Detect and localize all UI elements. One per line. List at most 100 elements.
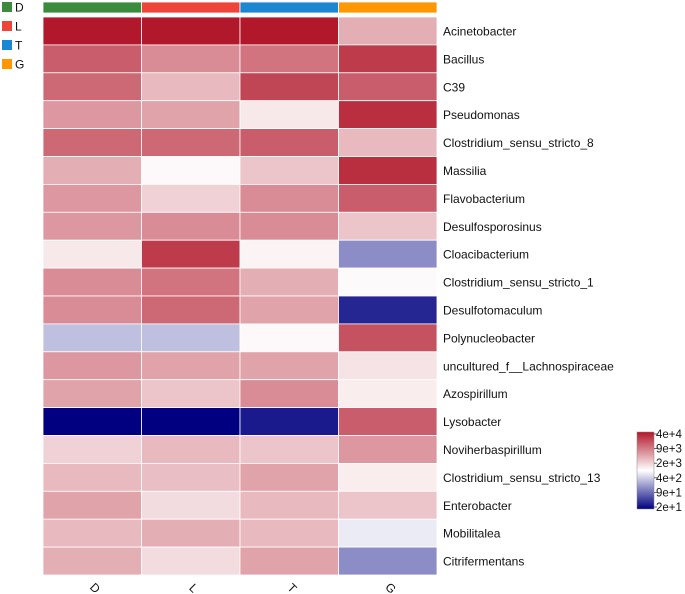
heatmap-cell xyxy=(141,546,241,576)
heatmap-cell xyxy=(338,16,438,46)
heatmap-cell xyxy=(42,100,142,129)
row-label: Clostridium_sensu_stricto_13 xyxy=(443,471,601,485)
heatmap-cell xyxy=(338,267,438,297)
heatmap-cell xyxy=(141,239,241,269)
heatmap-cell xyxy=(42,183,142,213)
heatmap-cell xyxy=(42,128,142,157)
heatmap-cell xyxy=(141,351,241,381)
heatmap-cells xyxy=(42,16,438,576)
heatmap-cell xyxy=(239,351,339,381)
row-label: Acinetobacter xyxy=(443,24,516,38)
heatmap-cell xyxy=(42,407,142,436)
heatmap-cell xyxy=(338,435,438,464)
row-label: Citrifermentans xyxy=(443,555,524,569)
color-legend-bar xyxy=(636,431,655,510)
group-legend-swatch-G xyxy=(2,59,12,69)
heatmap-cell xyxy=(42,211,142,241)
heatmap-cell xyxy=(239,183,339,213)
heatmap-cell xyxy=(141,462,241,492)
heatmap-cell xyxy=(239,295,339,325)
heatmap-cell xyxy=(141,16,241,46)
row-label: Bacillus xyxy=(443,52,484,66)
column-label: L xyxy=(186,581,201,594)
heatmap-cell xyxy=(141,72,241,102)
heatmap-cell xyxy=(42,435,142,464)
row-label: Lysobacter xyxy=(443,415,501,429)
heatmap-cell xyxy=(42,72,142,102)
group-legend-swatch-D xyxy=(2,2,12,12)
color-legend-label: 4e+2 xyxy=(656,473,682,485)
heatmap-cell xyxy=(338,490,438,520)
heatmap-cell xyxy=(42,16,142,46)
heatmap-cell xyxy=(338,156,438,185)
heatmap-cell xyxy=(141,156,241,185)
color-legend-label: 2e+1 xyxy=(656,502,682,514)
group-legend-label-T: T xyxy=(15,39,23,53)
heatmap-cell xyxy=(239,44,339,74)
heatmap-cell xyxy=(42,462,142,492)
annotation-cell-D xyxy=(42,1,142,14)
group-legend-label-G: G xyxy=(15,58,24,72)
heatmap-cell xyxy=(239,546,339,576)
heatmap-cell xyxy=(42,379,142,409)
heatmap-cell xyxy=(338,351,438,381)
heatmap-cell xyxy=(239,239,339,269)
heatmap-cell xyxy=(42,323,142,353)
row-label: Enterobacter xyxy=(443,499,512,513)
heatmap-cell xyxy=(239,16,339,46)
column-annotation-bar xyxy=(42,1,438,14)
heatmap-cell xyxy=(338,72,438,102)
heatmap-cell xyxy=(141,435,241,464)
row-label: Desulfotomaculum xyxy=(443,303,542,317)
heatmap-cell xyxy=(141,407,241,436)
heatmap-cell xyxy=(338,239,438,269)
heatmap-cell xyxy=(338,128,438,157)
annotation-cell-L xyxy=(141,1,241,14)
row-label: Polynucleobacter xyxy=(443,331,535,345)
heatmap-cell xyxy=(42,239,142,269)
row-label: Azospirillum xyxy=(443,387,508,401)
heatmap-cell xyxy=(42,490,142,520)
color-legend-label: 9e+3 xyxy=(656,444,682,456)
heatmap-cell xyxy=(239,379,339,409)
heatmap-cell xyxy=(239,72,339,102)
group-legend-swatch-L xyxy=(2,21,12,31)
row-label: Mobilitalea xyxy=(443,527,501,541)
row-label: Cloacibacterium xyxy=(443,248,529,262)
heatmap-cell xyxy=(239,211,339,241)
annotation-cell-G xyxy=(338,1,438,14)
row-label: uncultured_f__Lachnospiraceae xyxy=(443,359,614,373)
group-legend-swatch-T xyxy=(2,40,12,50)
column-label: D xyxy=(87,580,103,594)
heatmap-cell xyxy=(141,44,241,74)
heatmap-cell xyxy=(338,100,438,129)
heatmap-cell xyxy=(338,518,438,548)
heatmap-cell xyxy=(42,546,142,576)
heatmap-cell xyxy=(42,44,142,74)
heatmap-cell xyxy=(42,156,142,185)
heatmap-cell xyxy=(42,351,142,381)
group-legend-label-D: D xyxy=(15,1,24,15)
heatmap-cell xyxy=(338,462,438,492)
heatmap-cell xyxy=(141,518,241,548)
heatmap-cell xyxy=(338,44,438,74)
color-legend-label: 9e+1 xyxy=(656,487,682,499)
heatmap-cell xyxy=(239,100,339,129)
row-label: Desulfosporosinus xyxy=(443,220,542,234)
row-labels: Acinetobacter Bacillus C39 Pseudomonas Clost… xyxy=(443,24,614,568)
color-legend: 4e+4 9e+3 2e+3 4e+2 9e+1 2e+1 xyxy=(636,429,683,514)
heatmap-cell xyxy=(239,323,339,353)
row-label: Massilia xyxy=(443,164,487,178)
heatmap-cell xyxy=(141,267,241,297)
heatmap-cell xyxy=(141,323,241,353)
heatmap-cell xyxy=(141,490,241,520)
row-label: Noviherbaspirillum xyxy=(443,443,542,457)
row-label: Flavobacterium xyxy=(443,192,525,206)
heatmap-cell xyxy=(338,211,438,241)
row-label: C39 xyxy=(443,80,465,94)
heatmap-cell xyxy=(338,379,438,409)
heatmap-cell xyxy=(239,407,339,436)
